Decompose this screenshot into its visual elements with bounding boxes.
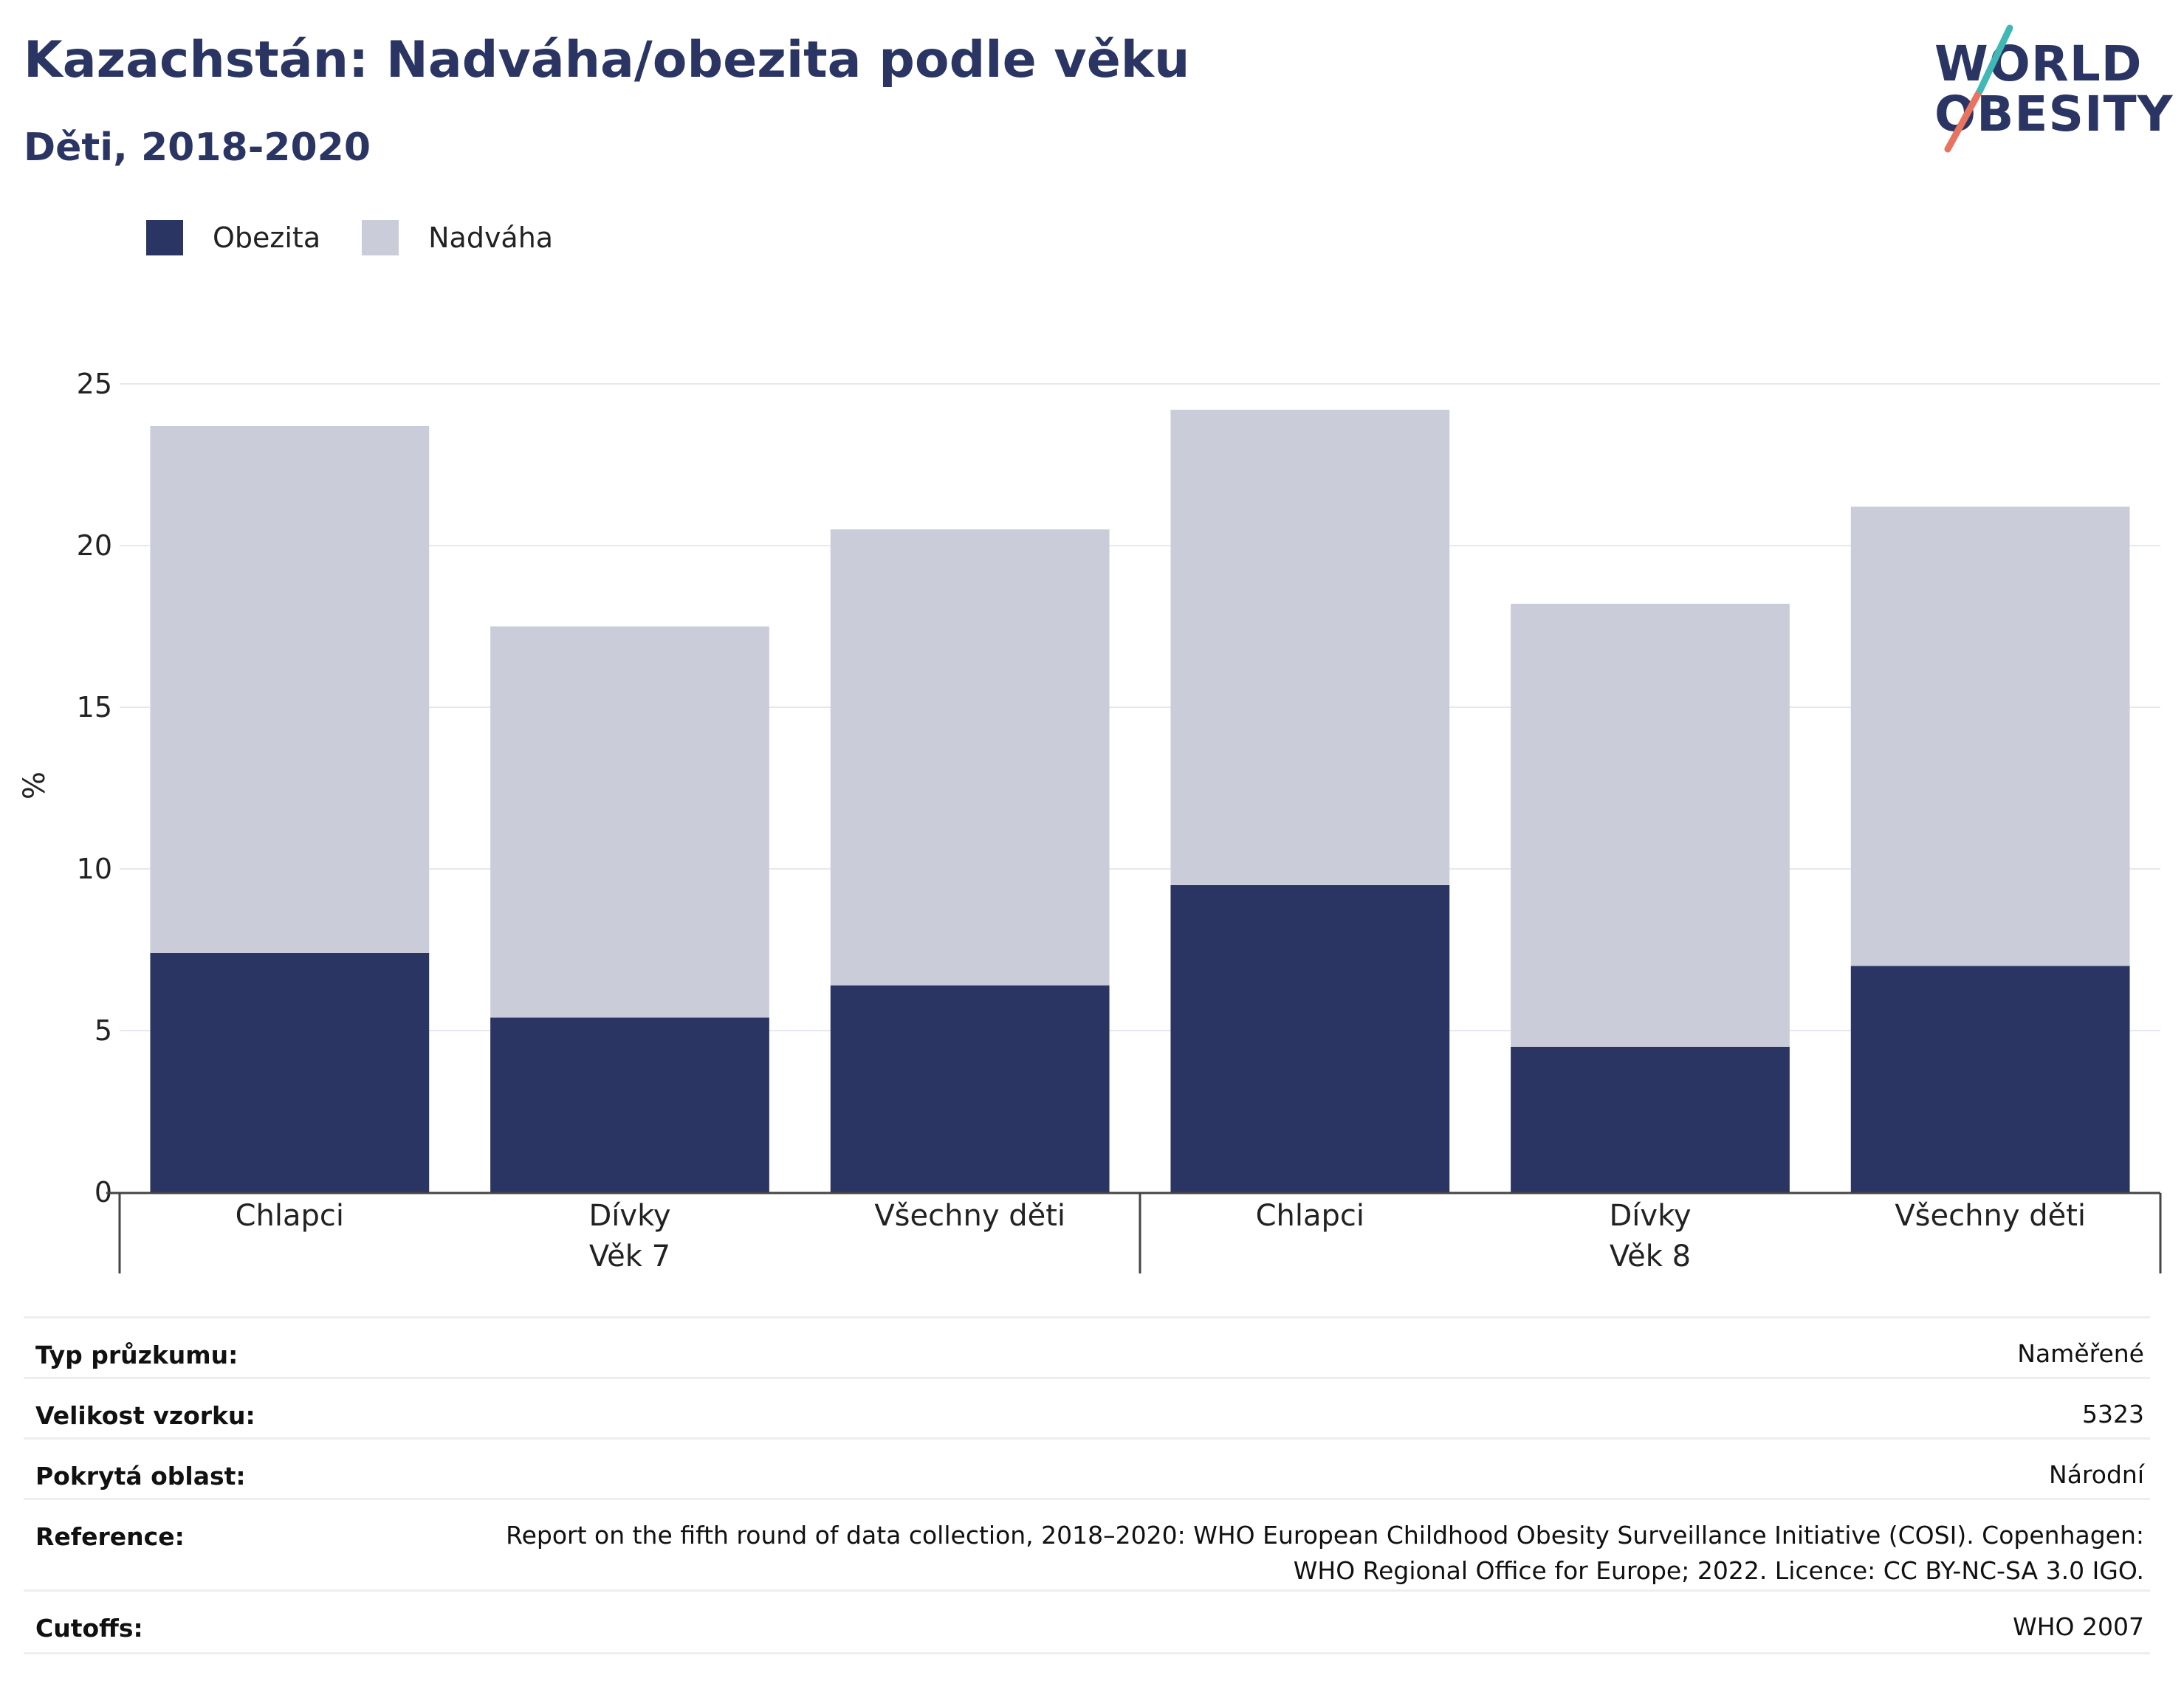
info-row-coverage: Pokrytá oblast: Národní (24, 1437, 2150, 1500)
logo-line-1: WORLD (1934, 35, 2143, 92)
bar-nadváha-2 (830, 529, 1110, 986)
chart-legend: Obezita Nadváha (146, 220, 594, 255)
bar-nadváha-0 (150, 425, 430, 953)
y-tick-label-25: 25 (77, 368, 112, 400)
x-tick-label-1: Dívky (589, 1199, 671, 1233)
legend-swatch-nadvaha (362, 220, 399, 255)
legend-label-nadvaha: Nadváha (428, 221, 554, 254)
bar-nadváha-5 (1850, 506, 2130, 966)
logo-slash-icon (1944, 24, 2013, 153)
bar-obezita-0 (150, 952, 430, 1192)
info-row-sample-size: Velikost vzorku: 5323 (24, 1377, 2150, 1440)
bar-nadváha-4 (1511, 603, 1790, 1047)
y-tick-label-5: 5 (95, 1014, 112, 1047)
legend-label-obezita: Obezita (213, 221, 321, 254)
y-tick-label-15: 15 (77, 691, 112, 723)
info-value-survey-type: Naměřené (2017, 1339, 2144, 1368)
y-tick-label-10: 10 (77, 853, 112, 885)
info-label-sample-size: Velikost vzorku: (35, 1401, 255, 1430)
bar-obezita-4 (1511, 1046, 1790, 1192)
info-label-coverage: Pokrytá oblast: (35, 1462, 246, 1491)
bar-obezita-2 (830, 985, 1110, 1192)
group-label-1: Věk 8 (1610, 1240, 1691, 1273)
info-row-reference: Reference: Report on the fifth round of … (24, 1498, 2150, 1592)
bar-nadváha-1 (490, 626, 769, 1018)
info-value-coverage: Národní (2049, 1460, 2144, 1489)
bar-nadváha-3 (1170, 410, 1450, 885)
bar-obezita-5 (1850, 966, 2130, 1192)
info-label-reference: Reference: (35, 1522, 185, 1551)
x-tick-label-5: Všechny děti (1895, 1199, 2086, 1233)
x-tick-label-0: Chlapci (236, 1199, 344, 1233)
group-label-0: Věk 7 (589, 1240, 670, 1273)
x-tick-label-3: Chlapci (1256, 1199, 1364, 1233)
page-title: Kazachstán: Nadváha/obezita podle věku (24, 31, 1190, 89)
legend-item-obezita: Obezita (146, 220, 320, 255)
x-tick-label-2: Všechny děti (874, 1199, 1065, 1233)
info-value-reference: Report on the fifth round of data collec… (506, 1521, 2144, 1585)
x-tick-label-4: Dívky (1610, 1199, 1692, 1233)
info-label-cutoffs: Cutoffs: (35, 1614, 143, 1643)
y-axis-label: % (18, 771, 52, 800)
legend-item-nadvaha: Nadváha (362, 220, 553, 255)
info-value-cutoffs: WHO 2007 (2013, 1612, 2144, 1641)
info-row-cutoffs: Cutoffs: WHO 2007 (24, 1589, 2150, 1654)
world-obesity-logo: WORLD OBESITY (1920, 22, 2172, 155)
legend-swatch-obezita (146, 220, 183, 255)
info-row-survey-type: Typ průzkumu: Naměřené (24, 1316, 2150, 1379)
page-subtitle: Děti, 2018-2020 (24, 126, 371, 170)
info-value-sample-size: 5323 (2082, 1400, 2144, 1428)
y-tick-label-20: 20 (77, 529, 112, 562)
bar-obezita-1 (490, 1017, 769, 1192)
info-label-survey-type: Typ průzkumu: (35, 1341, 238, 1369)
bar-obezita-3 (1170, 884, 1450, 1192)
